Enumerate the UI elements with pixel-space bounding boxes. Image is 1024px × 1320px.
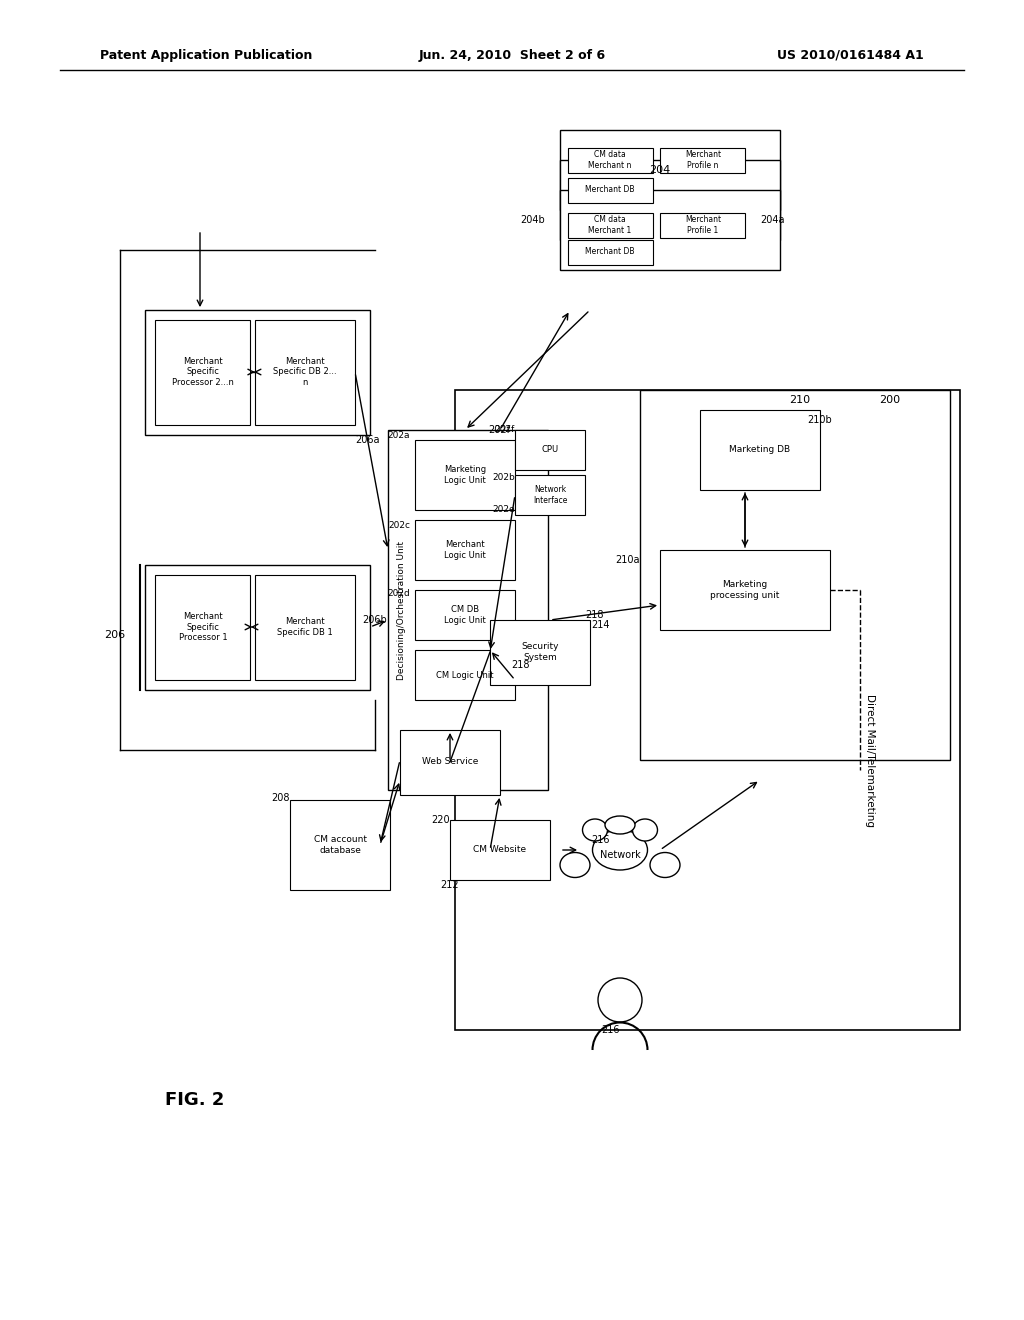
Text: FIG. 2: FIG. 2 — [165, 1092, 224, 1109]
FancyBboxPatch shape — [568, 178, 653, 203]
Text: 202f: 202f — [495, 425, 515, 434]
Text: 220: 220 — [431, 814, 450, 825]
Text: 204b: 204b — [520, 215, 545, 224]
FancyBboxPatch shape — [290, 800, 390, 890]
FancyBboxPatch shape — [568, 240, 653, 265]
Text: 210: 210 — [790, 395, 811, 405]
Text: CM Website: CM Website — [473, 846, 526, 854]
Ellipse shape — [605, 816, 635, 834]
FancyBboxPatch shape — [560, 129, 780, 210]
FancyBboxPatch shape — [415, 520, 515, 579]
Ellipse shape — [633, 818, 657, 841]
Text: 210b: 210b — [808, 414, 833, 425]
FancyBboxPatch shape — [660, 213, 745, 238]
Text: 206b: 206b — [362, 615, 387, 624]
Text: 200: 200 — [880, 395, 900, 405]
FancyBboxPatch shape — [515, 475, 585, 515]
FancyBboxPatch shape — [450, 820, 550, 880]
Text: Decisioning/Orchestration Unit: Decisioning/Orchestration Unit — [397, 540, 407, 680]
FancyBboxPatch shape — [400, 730, 500, 795]
Text: CM data
Merchant n: CM data Merchant n — [589, 150, 632, 170]
Text: CM DB
Logic Unit: CM DB Logic Unit — [444, 606, 485, 624]
FancyBboxPatch shape — [660, 550, 830, 630]
Text: Marketing
processing unit: Marketing processing unit — [711, 581, 779, 599]
FancyBboxPatch shape — [145, 310, 370, 436]
Text: 216: 216 — [592, 836, 610, 845]
Text: 202c: 202c — [388, 520, 410, 529]
FancyBboxPatch shape — [415, 440, 515, 510]
Text: CM account
database: CM account database — [313, 836, 367, 855]
Text: Direct Mail/Telemarketing: Direct Mail/Telemarketing — [865, 693, 874, 826]
Text: 204: 204 — [649, 165, 671, 176]
Text: Merchant
Profile 1: Merchant Profile 1 — [685, 215, 721, 235]
Text: Merchant DB: Merchant DB — [586, 248, 635, 256]
Text: Security
System: Security System — [521, 643, 559, 661]
Text: 210a: 210a — [615, 554, 640, 565]
Ellipse shape — [650, 853, 680, 878]
FancyBboxPatch shape — [560, 190, 780, 271]
Text: CM data
Merchant 1: CM data Merchant 1 — [589, 215, 632, 235]
FancyBboxPatch shape — [455, 389, 961, 1030]
Text: Network: Network — [600, 850, 640, 861]
Text: Merchant
Specific DB 1: Merchant Specific DB 1 — [278, 618, 333, 636]
FancyBboxPatch shape — [255, 319, 355, 425]
Text: Patent Application Publication: Patent Application Publication — [100, 49, 312, 62]
FancyBboxPatch shape — [145, 565, 370, 690]
Text: Web Service: Web Service — [422, 758, 478, 767]
Text: CPU: CPU — [542, 446, 558, 454]
Text: Merchant
Specific
Processor 2...n: Merchant Specific Processor 2...n — [172, 358, 233, 387]
FancyBboxPatch shape — [640, 389, 950, 760]
FancyBboxPatch shape — [415, 649, 515, 700]
Text: Marketing
Logic Unit: Marketing Logic Unit — [444, 465, 486, 484]
FancyBboxPatch shape — [415, 590, 515, 640]
Text: 204a: 204a — [760, 215, 784, 224]
Text: 216: 216 — [601, 1026, 620, 1035]
Text: Merchant
Specific
Processor 1: Merchant Specific Processor 1 — [178, 612, 227, 642]
Text: 214: 214 — [591, 620, 609, 630]
FancyBboxPatch shape — [388, 430, 548, 789]
FancyBboxPatch shape — [155, 576, 250, 680]
Text: 212: 212 — [440, 880, 460, 890]
Text: Jun. 24, 2010  Sheet 2 of 6: Jun. 24, 2010 Sheet 2 of 6 — [419, 49, 605, 62]
Text: US 2010/0161484 A1: US 2010/0161484 A1 — [777, 49, 924, 62]
FancyBboxPatch shape — [255, 576, 355, 680]
Text: CM Logic Unit: CM Logic Unit — [436, 671, 494, 680]
Text: 202d: 202d — [387, 589, 410, 598]
Ellipse shape — [583, 818, 607, 841]
Text: 206a: 206a — [355, 436, 380, 445]
Ellipse shape — [560, 853, 590, 878]
Text: Merchant
Profile n: Merchant Profile n — [685, 150, 721, 170]
FancyBboxPatch shape — [155, 319, 250, 425]
Text: Marketing DB: Marketing DB — [729, 446, 791, 454]
Text: 218: 218 — [511, 660, 529, 671]
FancyBboxPatch shape — [568, 148, 653, 173]
Text: 208: 208 — [271, 793, 290, 803]
Ellipse shape — [593, 830, 647, 870]
Text: Merchant
Logic Unit: Merchant Logic Unit — [444, 540, 485, 560]
FancyBboxPatch shape — [568, 213, 653, 238]
Text: Merchant DB: Merchant DB — [586, 186, 635, 194]
FancyBboxPatch shape — [490, 620, 590, 685]
Text: 206: 206 — [103, 630, 125, 640]
Text: Merchant
Specific DB 2...
n: Merchant Specific DB 2... n — [273, 358, 337, 387]
Text: 202a: 202a — [387, 430, 410, 440]
Text: Network
Interface: Network Interface — [532, 486, 567, 504]
Text: 202b: 202b — [493, 474, 515, 483]
FancyBboxPatch shape — [700, 411, 820, 490]
FancyBboxPatch shape — [515, 430, 585, 470]
Text: 202f: 202f — [488, 425, 510, 436]
Circle shape — [598, 978, 642, 1022]
FancyBboxPatch shape — [560, 160, 780, 240]
FancyBboxPatch shape — [660, 148, 745, 173]
Text: 202e: 202e — [493, 506, 515, 515]
Text: 218: 218 — [586, 610, 604, 620]
